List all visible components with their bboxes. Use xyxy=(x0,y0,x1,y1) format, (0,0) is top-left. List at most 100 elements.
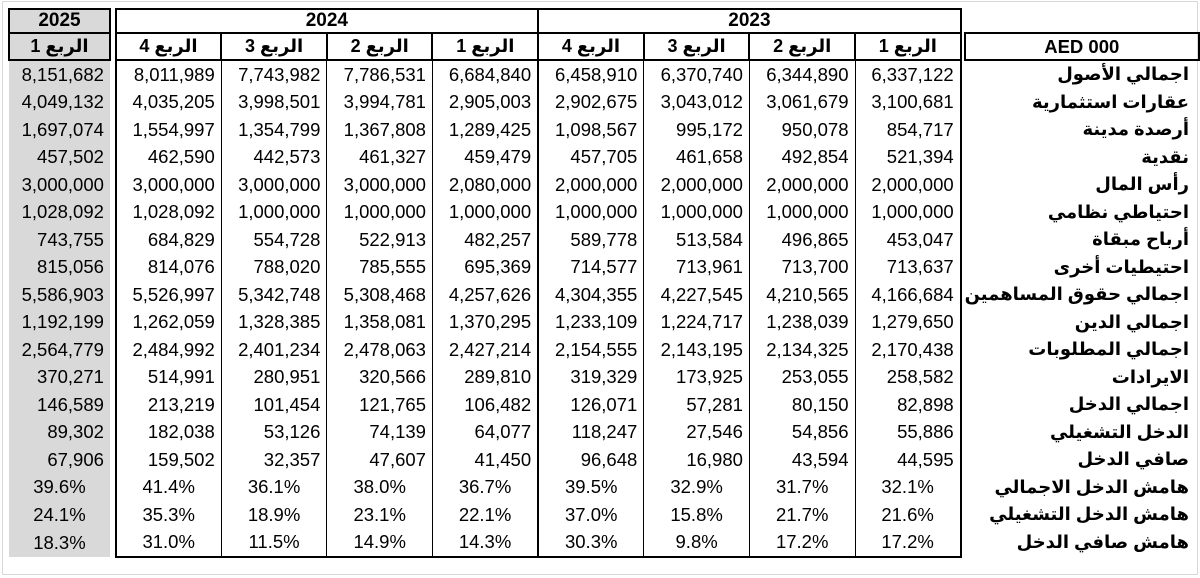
value-cell: 27,546 xyxy=(643,418,750,446)
value-cell: 146,589 xyxy=(9,391,110,419)
value-cell: 461,658 xyxy=(643,143,750,171)
value-cell: 1,000,000 xyxy=(854,198,962,226)
value-cell: 320,566 xyxy=(326,363,433,391)
row-label: أرباح مبقاة xyxy=(1092,229,1189,250)
row-label: صافي الدخل xyxy=(1077,449,1189,470)
value-cell: 39.6% xyxy=(9,473,110,501)
year-2025-header: 2025 xyxy=(8,8,111,34)
table-row: 18.3% 31.0% 11.5% 14.9% 14.3% 30.3% 9.8% 17.2% 1… xyxy=(9,528,1199,558)
value-cell: 1,233,109 xyxy=(537,308,644,336)
value-cell: 15.8% xyxy=(643,501,750,529)
value-cell: 74,139 xyxy=(326,418,433,446)
value-cell: 53,126 xyxy=(220,418,327,446)
table-row: 146,589 213,219 101,454 121,765 106,482 126,0… xyxy=(9,391,1199,419)
value-cell: 684,829 xyxy=(114,226,222,254)
value-cell: 1,358,081 xyxy=(326,308,433,336)
value-cell: 38.0% xyxy=(326,473,433,501)
value-cell: 788,020 xyxy=(220,253,327,281)
value-cell: 1,370,295 xyxy=(431,308,539,336)
value-cell: 118,247 xyxy=(537,418,644,446)
value-cell: 182,038 xyxy=(114,418,222,446)
value-cell: 2,154,555 xyxy=(537,336,644,364)
value-cell: 1,000,000 xyxy=(537,198,644,226)
row-label: هامش صافي الدخل xyxy=(1016,532,1189,553)
value-cell: 1,328,385 xyxy=(220,308,327,336)
value-cell: 21.7% xyxy=(748,501,856,529)
value-cell: 496,865 xyxy=(748,226,856,254)
table-row: 39.6% 41.4% 36.1% 38.0% 36.7% 39.5% 32.9% 31.7%… xyxy=(9,473,1199,501)
value-cell: 2,000,000 xyxy=(643,171,750,199)
table-row: 1,192,199 1,262,059 1,328,385 1,358,081 1,37… xyxy=(9,308,1199,336)
value-cell: 514,991 xyxy=(114,363,222,391)
value-cell: 57,281 xyxy=(643,391,750,419)
value-cell: 67,906 xyxy=(9,446,110,474)
table-row: 8,151,682 8,011,989 7,743,982 7,786,531 6,68… xyxy=(9,60,1199,89)
value-cell: 457,502 xyxy=(9,143,110,171)
value-cell: 1,000,000 xyxy=(220,198,327,226)
value-cell: 3,043,012 xyxy=(643,88,750,116)
value-cell: 1,279,650 xyxy=(854,308,962,336)
value-cell: 4,049,132 xyxy=(9,88,110,116)
value-cell: 4,304,355 xyxy=(537,281,644,309)
value-cell: 2,564,779 xyxy=(9,336,110,364)
value-cell: 159,502 xyxy=(114,446,222,474)
value-cell: 4,210,565 xyxy=(748,281,856,309)
value-cell: 1,192,199 xyxy=(9,308,110,336)
value-cell: 589,778 xyxy=(537,226,644,254)
value-cell: 713,637 xyxy=(854,253,962,281)
value-cell: 7,786,531 xyxy=(326,60,433,89)
value-cell: 32.1% xyxy=(854,473,962,501)
value-cell: 2,000,000 xyxy=(537,171,644,199)
row-label: نقدية xyxy=(1141,146,1189,167)
value-cell: 213,219 xyxy=(114,391,222,419)
value-cell: 8,151,682 xyxy=(9,60,110,89)
value-cell: 1,238,039 xyxy=(748,308,856,336)
value-cell: 521,394 xyxy=(854,143,962,171)
table-row: 2,564,779 2,484,992 2,401,234 2,478,063 2,42… xyxy=(9,336,1199,364)
value-cell: 461,327 xyxy=(326,143,433,171)
value-cell: 4,257,626 xyxy=(431,281,539,309)
value-cell: 1,028,092 xyxy=(9,198,110,226)
row-label: اجمالي الدخل xyxy=(1068,394,1189,415)
quarter-header-row: الربع 1 الربع 4 الربع 3 الربع 2 الربع 1 … xyxy=(8,32,1200,61)
value-cell: 39.5% xyxy=(537,473,644,501)
value-cell: 126,071 xyxy=(537,391,644,419)
table-row: 89,302 182,038 53,126 74,139 64,077 118,247 27… xyxy=(9,418,1199,446)
value-cell: 18.3% xyxy=(9,528,110,557)
value-cell: 4,035,205 xyxy=(114,88,222,116)
value-cell: 554,728 xyxy=(220,226,327,254)
value-cell: 2,170,438 xyxy=(854,336,962,364)
value-cell: 5,526,997 xyxy=(114,281,222,309)
value-cell: 995,172 xyxy=(643,116,750,144)
value-cell: 6,370,740 xyxy=(643,60,750,89)
value-cell: 2,401,234 xyxy=(220,336,327,364)
value-cell: 1,289,425 xyxy=(431,116,539,144)
quarter-header-2023-q4: الربع 4 xyxy=(537,32,645,61)
value-cell: 453,047 xyxy=(854,226,962,254)
value-cell: 1,000,000 xyxy=(431,198,539,226)
quarter-header-2025-q1: الربع 1 xyxy=(8,32,111,61)
value-cell: 457,705 xyxy=(537,143,644,171)
value-cell: 1,554,997 xyxy=(114,116,222,144)
value-cell: 695,369 xyxy=(431,253,539,281)
value-cell: 55,886 xyxy=(854,418,962,446)
value-cell: 36.7% xyxy=(431,473,539,501)
value-cell: 17.2% xyxy=(748,528,856,558)
value-cell: 522,913 xyxy=(326,226,433,254)
value-cell: 8,011,989 xyxy=(114,60,222,89)
value-cell: 2,427,214 xyxy=(431,336,539,364)
value-cell: 1,367,808 xyxy=(326,116,433,144)
table-row: 1,028,092 1,028,092 1,000,000 1,000,000 1,00… xyxy=(9,198,1199,226)
value-cell: 2,902,675 xyxy=(537,88,644,116)
value-cell: 2,478,063 xyxy=(326,336,433,364)
year-2023-header: 2023 xyxy=(537,8,962,34)
row-label: اجمالي حقوق المساهمين xyxy=(964,284,1189,305)
value-cell: 714,577 xyxy=(537,253,644,281)
quarter-header-2024-q3: الربع 3 xyxy=(220,32,328,61)
row-label: رأس المال xyxy=(1095,174,1189,195)
value-cell: 101,454 xyxy=(220,391,327,419)
value-cell: 18.9% xyxy=(220,501,327,529)
row-label: أرصدة مدينة xyxy=(1082,119,1189,140)
value-cell: 43,594 xyxy=(748,446,856,474)
value-cell: 3,000,000 xyxy=(9,171,110,199)
